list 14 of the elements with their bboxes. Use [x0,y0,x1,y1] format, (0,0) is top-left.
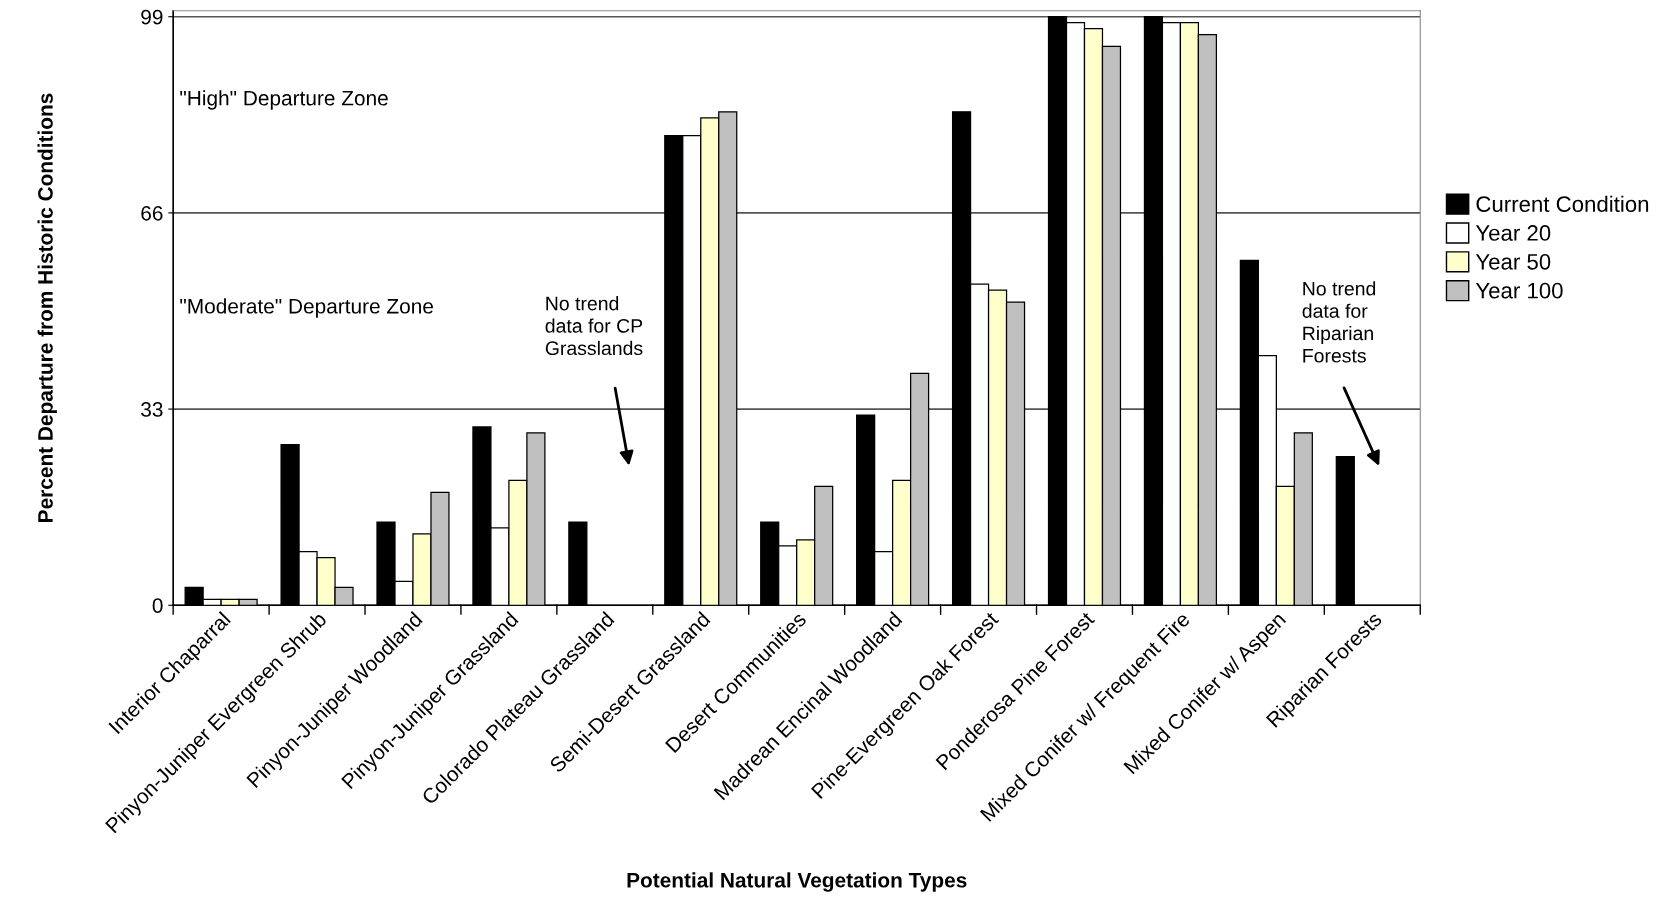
y-tick-label: 66 [141,205,163,221]
y-tick-label: 99 [141,9,163,25]
annotation: "Moderate" Departure Zone [180,298,433,318]
y-axis-title: Percent Departure from Historic Conditions [37,93,57,522]
y-tick-label: 33 [141,402,163,417]
legend-label: Year 100 [1475,282,1563,299]
legend-label: Year 50 [1475,253,1551,270]
annotation: "High" Departure Zone [180,90,388,110]
x-axis-title: Potential Natural Vegetation Types [627,872,967,892]
legend-label: Current Condition [1476,195,1649,213]
annotation: No trend data for CP Grasslands [545,296,643,356]
legend-label: Year 20 [1475,225,1551,241]
y-tick-label: 0 [152,598,163,614]
annotation: No trend data for Riparian Forests [1302,281,1376,363]
